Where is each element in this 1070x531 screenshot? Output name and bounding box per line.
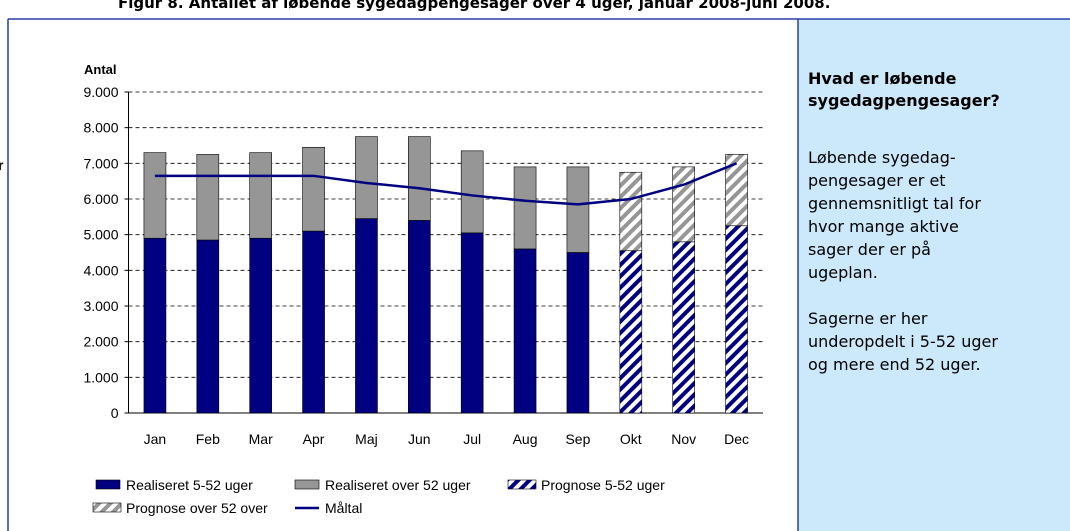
y-tick-label: 7.000 <box>83 155 118 171</box>
legend-swatch <box>507 479 537 490</box>
y-tick-label: 4.000 <box>83 262 118 278</box>
bar <box>355 218 378 414</box>
bar <box>408 136 431 221</box>
bar <box>725 154 748 227</box>
legend-label: Prognose over 52 over <box>126 500 268 516</box>
sidebar-text: underopdelt i 5-52 uger <box>808 332 998 351</box>
sidebar-heading: sygedagpengesager? <box>808 91 1000 110</box>
bar <box>460 150 484 234</box>
bar <box>249 152 272 239</box>
legend-label: Realiseret 5-52 uger <box>126 477 253 493</box>
bar <box>566 252 590 414</box>
sidebar-text: Sagerne er her <box>808 309 928 328</box>
y-tick-label: 8.000 <box>83 120 118 136</box>
bar <box>302 230 325 414</box>
bar <box>725 225 748 414</box>
sidebar-text: ugeplan. <box>808 263 878 282</box>
bar <box>196 239 220 414</box>
line <box>154 162 738 206</box>
x-tick-label: Okt <box>620 431 642 447</box>
bar <box>513 248 537 414</box>
y-tick-label: 6.000 <box>83 191 118 207</box>
bar <box>143 152 167 239</box>
legend-label: Realiseret over 52 uger <box>325 477 471 493</box>
y-tick-label: 1.000 <box>83 369 118 385</box>
x-tick-label: Dec <box>724 431 749 447</box>
legend-swatch <box>294 479 320 490</box>
sidebar-heading: Hvad er løbende <box>808 69 957 88</box>
bar <box>619 171 643 252</box>
bar <box>513 166 537 250</box>
bar <box>460 232 484 414</box>
sidebar-text: gennemsnitligt tal for <box>808 194 981 213</box>
bar <box>672 166 695 243</box>
legend-swatch <box>95 479 121 490</box>
x-tick-label: Feb <box>196 431 220 447</box>
y-tick-label: 9.000 <box>83 84 118 100</box>
x-tick-label: Jan <box>144 431 167 447</box>
y-tick-label: 0 <box>111 405 119 421</box>
legend-label: Prognose 5-52 uger <box>541 477 665 493</box>
sidebar-text: pengesager er et <box>808 171 946 190</box>
y-tick-label: 5.000 <box>83 227 118 243</box>
y-tick-label: 3.000 <box>83 298 118 314</box>
x-tick-label: Maj <box>355 431 378 447</box>
x-tick-label: Nov <box>671 431 696 447</box>
bar <box>408 220 431 414</box>
x-tick-label: Jul <box>463 431 481 447</box>
edge-fragment: r <box>0 157 4 173</box>
sidebar-text: sager der er på <box>808 240 931 259</box>
bar <box>302 146 325 232</box>
bar <box>355 136 378 219</box>
bar <box>249 237 272 414</box>
legend-label: Måltal <box>325 500 362 516</box>
x-tick-label: Aug <box>513 431 538 447</box>
x-tick-label: Apr <box>303 431 325 447</box>
bar <box>143 237 167 414</box>
legend-swatch <box>92 502 122 513</box>
bar <box>196 154 220 241</box>
sidebar-bg <box>798 19 1070 531</box>
x-tick-label: Sep <box>565 431 590 447</box>
bar <box>619 250 643 414</box>
bar <box>566 166 590 253</box>
bar <box>672 241 695 414</box>
page-title: Figur 8. Antallet af løbende sygedagpeng… <box>118 0 830 12</box>
sidebar-text: Løbende sygedag- <box>808 148 956 167</box>
y-tick-label: 2.000 <box>83 334 118 350</box>
sidebar-text: og mere end 52 uger. <box>808 355 981 374</box>
x-tick-label: Jun <box>408 431 431 447</box>
y-axis-label: Antal <box>84 62 117 77</box>
sidebar-text: hvor mange aktive <box>808 217 959 236</box>
x-tick-label: Mar <box>249 431 273 447</box>
